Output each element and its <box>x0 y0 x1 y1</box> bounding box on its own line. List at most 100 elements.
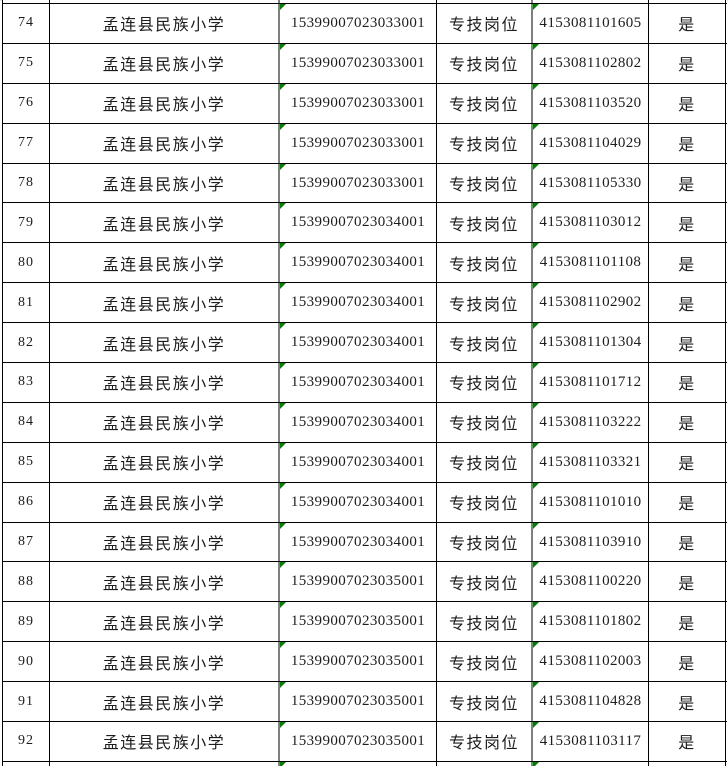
confirm-cell[interactable]: 是 <box>649 283 726 323</box>
row-no-cell[interactable]: 84 <box>2 402 50 442</box>
confirm-cell[interactable]: 是 <box>649 722 726 761</box>
confirm-cell[interactable]: 是 <box>649 163 726 203</box>
post-type-cell[interactable]: 专技岗位 <box>448 613 519 633</box>
post-code-cell[interactable]: 4153081103012 <box>531 203 649 243</box>
confirm-cell[interactable]: 是 <box>649 562 726 602</box>
school-cell[interactable]: 孟连县民族小学 <box>102 494 226 514</box>
row-no-cell[interactable]: 83 <box>2 363 50 402</box>
confirm-cell[interactable]: 是 <box>649 203 726 243</box>
unit-code-cell[interactable]: 15399007023034001 <box>278 283 437 323</box>
row-no-cell[interactable]: 85 <box>2 442 50 482</box>
unit-code-cell[interactable]: 15399007023034001 <box>278 442 437 482</box>
unit-code-cell[interactable]: 15399007023034001 <box>278 323 437 363</box>
unit-code-cell[interactable]: 15399007023034001 <box>278 243 437 283</box>
post-type-cell[interactable]: 专技岗位 <box>448 653 519 673</box>
post-type-cell[interactable]: 专技岗位 <box>448 15 519 35</box>
confirm-cell[interactable]: 是 <box>649 642 726 682</box>
school-cell[interactable]: 孟连县民族小学 <box>102 534 226 554</box>
post-code-cell[interactable]: 4153081101304 <box>531 323 649 363</box>
confirm-cell[interactable]: 是 <box>649 323 726 363</box>
school-cell[interactable]: 孟连县民族小学 <box>102 414 226 434</box>
unit-code-cell[interactable]: 15399007023035001 <box>278 722 437 761</box>
confirm-cell[interactable]: 是 <box>649 123 726 163</box>
post-code-cell[interactable]: 4153081103910 <box>531 522 649 562</box>
school-cell[interactable]: 孟连县民族小学 <box>102 454 226 474</box>
confirm-cell[interactable]: 是 <box>649 363 726 402</box>
row-no-cell[interactable]: 82 <box>2 323 50 363</box>
school-cell[interactable]: 孟连县民族小学 <box>102 573 226 593</box>
post-code-cell[interactable] <box>531 761 649 766</box>
post-type-cell[interactable]: 专技岗位 <box>448 95 519 115</box>
confirm-cell[interactable]: 是 <box>649 4 726 43</box>
unit-code-cell[interactable]: 15399007023035001 <box>278 562 437 602</box>
post-type-cell[interactable]: 专技岗位 <box>448 254 519 274</box>
row-no-cell[interactable]: 90 <box>2 642 50 682</box>
confirm-cell[interactable]: 是 <box>649 402 726 442</box>
school-cell[interactable]: 孟连县民族小学 <box>102 374 226 394</box>
row-no-cell[interactable]: 76 <box>2 83 50 123</box>
row-no-cell[interactable]: 91 <box>2 682 50 722</box>
post-code-cell[interactable]: 4153081101108 <box>531 243 649 283</box>
post-type-cell[interactable]: 专技岗位 <box>448 494 519 514</box>
post-code-cell[interactable]: 4153081102003 <box>531 642 649 682</box>
unit-code-cell[interactable]: 15399007023034001 <box>278 402 437 442</box>
unit-code-cell[interactable] <box>278 0 437 3</box>
confirm-cell[interactable]: 是 <box>649 682 726 722</box>
post-code-cell[interactable]: 4153081101605 <box>531 4 649 43</box>
row-no-cell[interactable]: 88 <box>2 562 50 602</box>
unit-code-cell[interactable]: 15399007023035001 <box>278 642 437 682</box>
unit-code-cell[interactable]: 15399007023035001 <box>278 682 437 722</box>
confirm-cell[interactable]: 是 <box>649 482 726 522</box>
unit-code-cell[interactable]: 15399007023033001 <box>278 4 437 43</box>
post-code-cell[interactable]: 4153081101712 <box>531 363 649 402</box>
school-cell[interactable] <box>50 0 278 3</box>
school-cell[interactable]: 孟连县民族小学 <box>102 214 226 234</box>
unit-code-cell[interactable] <box>278 761 437 766</box>
post-type-cell[interactable]: 专技岗位 <box>448 294 519 314</box>
row-no-cell[interactable]: 79 <box>2 203 50 243</box>
unit-code-cell[interactable]: 15399007023034001 <box>278 522 437 562</box>
post-type-cell[interactable] <box>437 0 531 3</box>
post-type-cell[interactable]: 专技岗位 <box>448 374 519 394</box>
school-cell[interactable]: 孟连县民族小学 <box>102 175 226 194</box>
post-code-cell[interactable]: 4153081101802 <box>531 602 649 642</box>
row-no-cell[interactable]: 77 <box>2 123 50 163</box>
post-code-cell[interactable]: 4153081104029 <box>531 123 649 163</box>
post-type-cell[interactable]: 专技岗位 <box>448 693 519 713</box>
confirm-cell[interactable]: 是 <box>649 43 726 83</box>
post-type-cell[interactable]: 专技岗位 <box>448 55 519 75</box>
unit-code-cell[interactable]: 15399007023034001 <box>278 482 437 522</box>
school-cell[interactable]: 孟连县民族小学 <box>102 334 226 354</box>
post-type-cell[interactable] <box>437 762 531 766</box>
school-cell[interactable]: 孟连县民族小学 <box>102 95 226 115</box>
post-type-cell[interactable]: 专技岗位 <box>448 414 519 434</box>
confirm-cell[interactable]: 是 <box>649 243 726 283</box>
confirm-cell[interactable]: 是 <box>649 442 726 482</box>
post-type-cell[interactable]: 专技岗位 <box>448 573 519 593</box>
school-cell[interactable]: 孟连县民族小学 <box>102 653 226 673</box>
post-code-cell[interactable]: 4153081102802 <box>531 43 649 83</box>
confirm-cell[interactable] <box>649 0 726 3</box>
confirm-cell[interactable] <box>649 761 726 766</box>
row-no-cell[interactable]: 81 <box>2 283 50 323</box>
post-type-cell[interactable]: 专技岗位 <box>448 214 519 234</box>
post-code-cell[interactable]: 4153081100220 <box>531 562 649 602</box>
confirm-cell[interactable]: 是 <box>649 522 726 562</box>
post-code-cell[interactable]: 4153081103222 <box>531 402 649 442</box>
school-cell[interactable]: 孟连县民族小学 <box>102 693 226 713</box>
unit-code-cell[interactable]: 15399007023034001 <box>278 203 437 243</box>
school-cell[interactable]: 孟连县民族小学 <box>102 254 226 274</box>
post-code-cell[interactable]: 4153081102902 <box>531 283 649 323</box>
row-no-cell[interactable]: 86 <box>2 482 50 522</box>
post-type-cell[interactable]: 专技岗位 <box>448 135 519 155</box>
row-no-cell[interactable]: 74 <box>2 4 50 43</box>
school-cell[interactable]: 孟连县民族小学 <box>102 135 226 155</box>
post-type-cell[interactable]: 专技岗位 <box>448 454 519 474</box>
post-type-cell[interactable]: 专技岗位 <box>448 733 519 753</box>
unit-code-cell[interactable]: 15399007023033001 <box>278 43 437 83</box>
post-code-cell[interactable]: 4153081105330 <box>531 163 649 203</box>
school-cell[interactable] <box>50 762 278 766</box>
post-code-cell[interactable] <box>531 0 649 3</box>
unit-code-cell[interactable]: 15399007023034001 <box>278 363 437 402</box>
row-no-cell[interactable] <box>2 761 50 766</box>
